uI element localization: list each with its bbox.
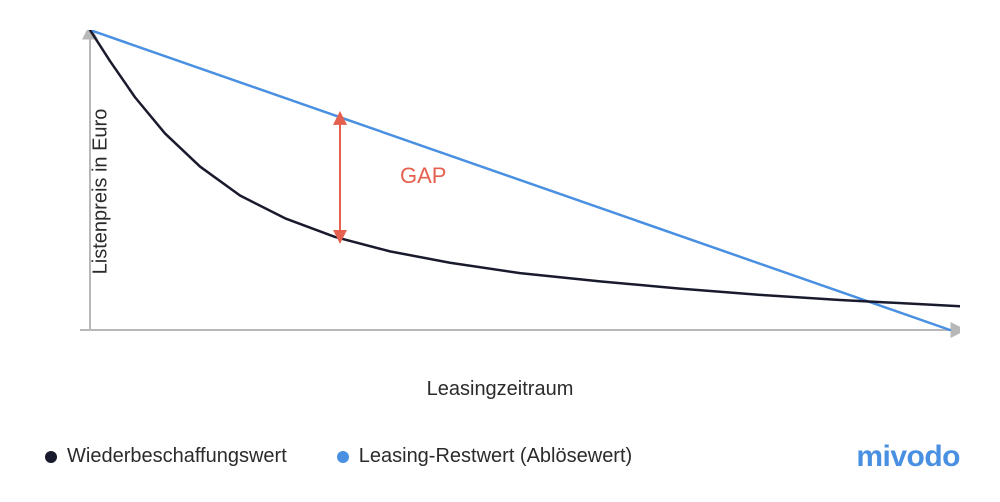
chart-svg <box>80 30 960 350</box>
legend: Wiederbeschaffungswert Leasing-Restwert … <box>45 445 632 468</box>
gap-label: GAP <box>400 163 446 189</box>
series-wiederbeschaffungswert <box>90 30 960 306</box>
x-axis-label: Leasingzeitraum <box>0 378 1000 401</box>
legend-item-leasing-restwert: Leasing-Restwert (Ablösewert) <box>337 445 632 468</box>
chart-area <box>80 30 960 350</box>
brand-logo: mivodo <box>856 440 960 474</box>
legend-label: Wiederbeschaffungswert <box>67 445 287 468</box>
legend-item-wiederbeschaffungswert: Wiederbeschaffungswert <box>45 445 287 468</box>
legend-dot-icon <box>45 451 57 463</box>
legend-label: Leasing-Restwert (Ablösewert) <box>359 445 632 468</box>
legend-dot-icon <box>337 451 349 463</box>
